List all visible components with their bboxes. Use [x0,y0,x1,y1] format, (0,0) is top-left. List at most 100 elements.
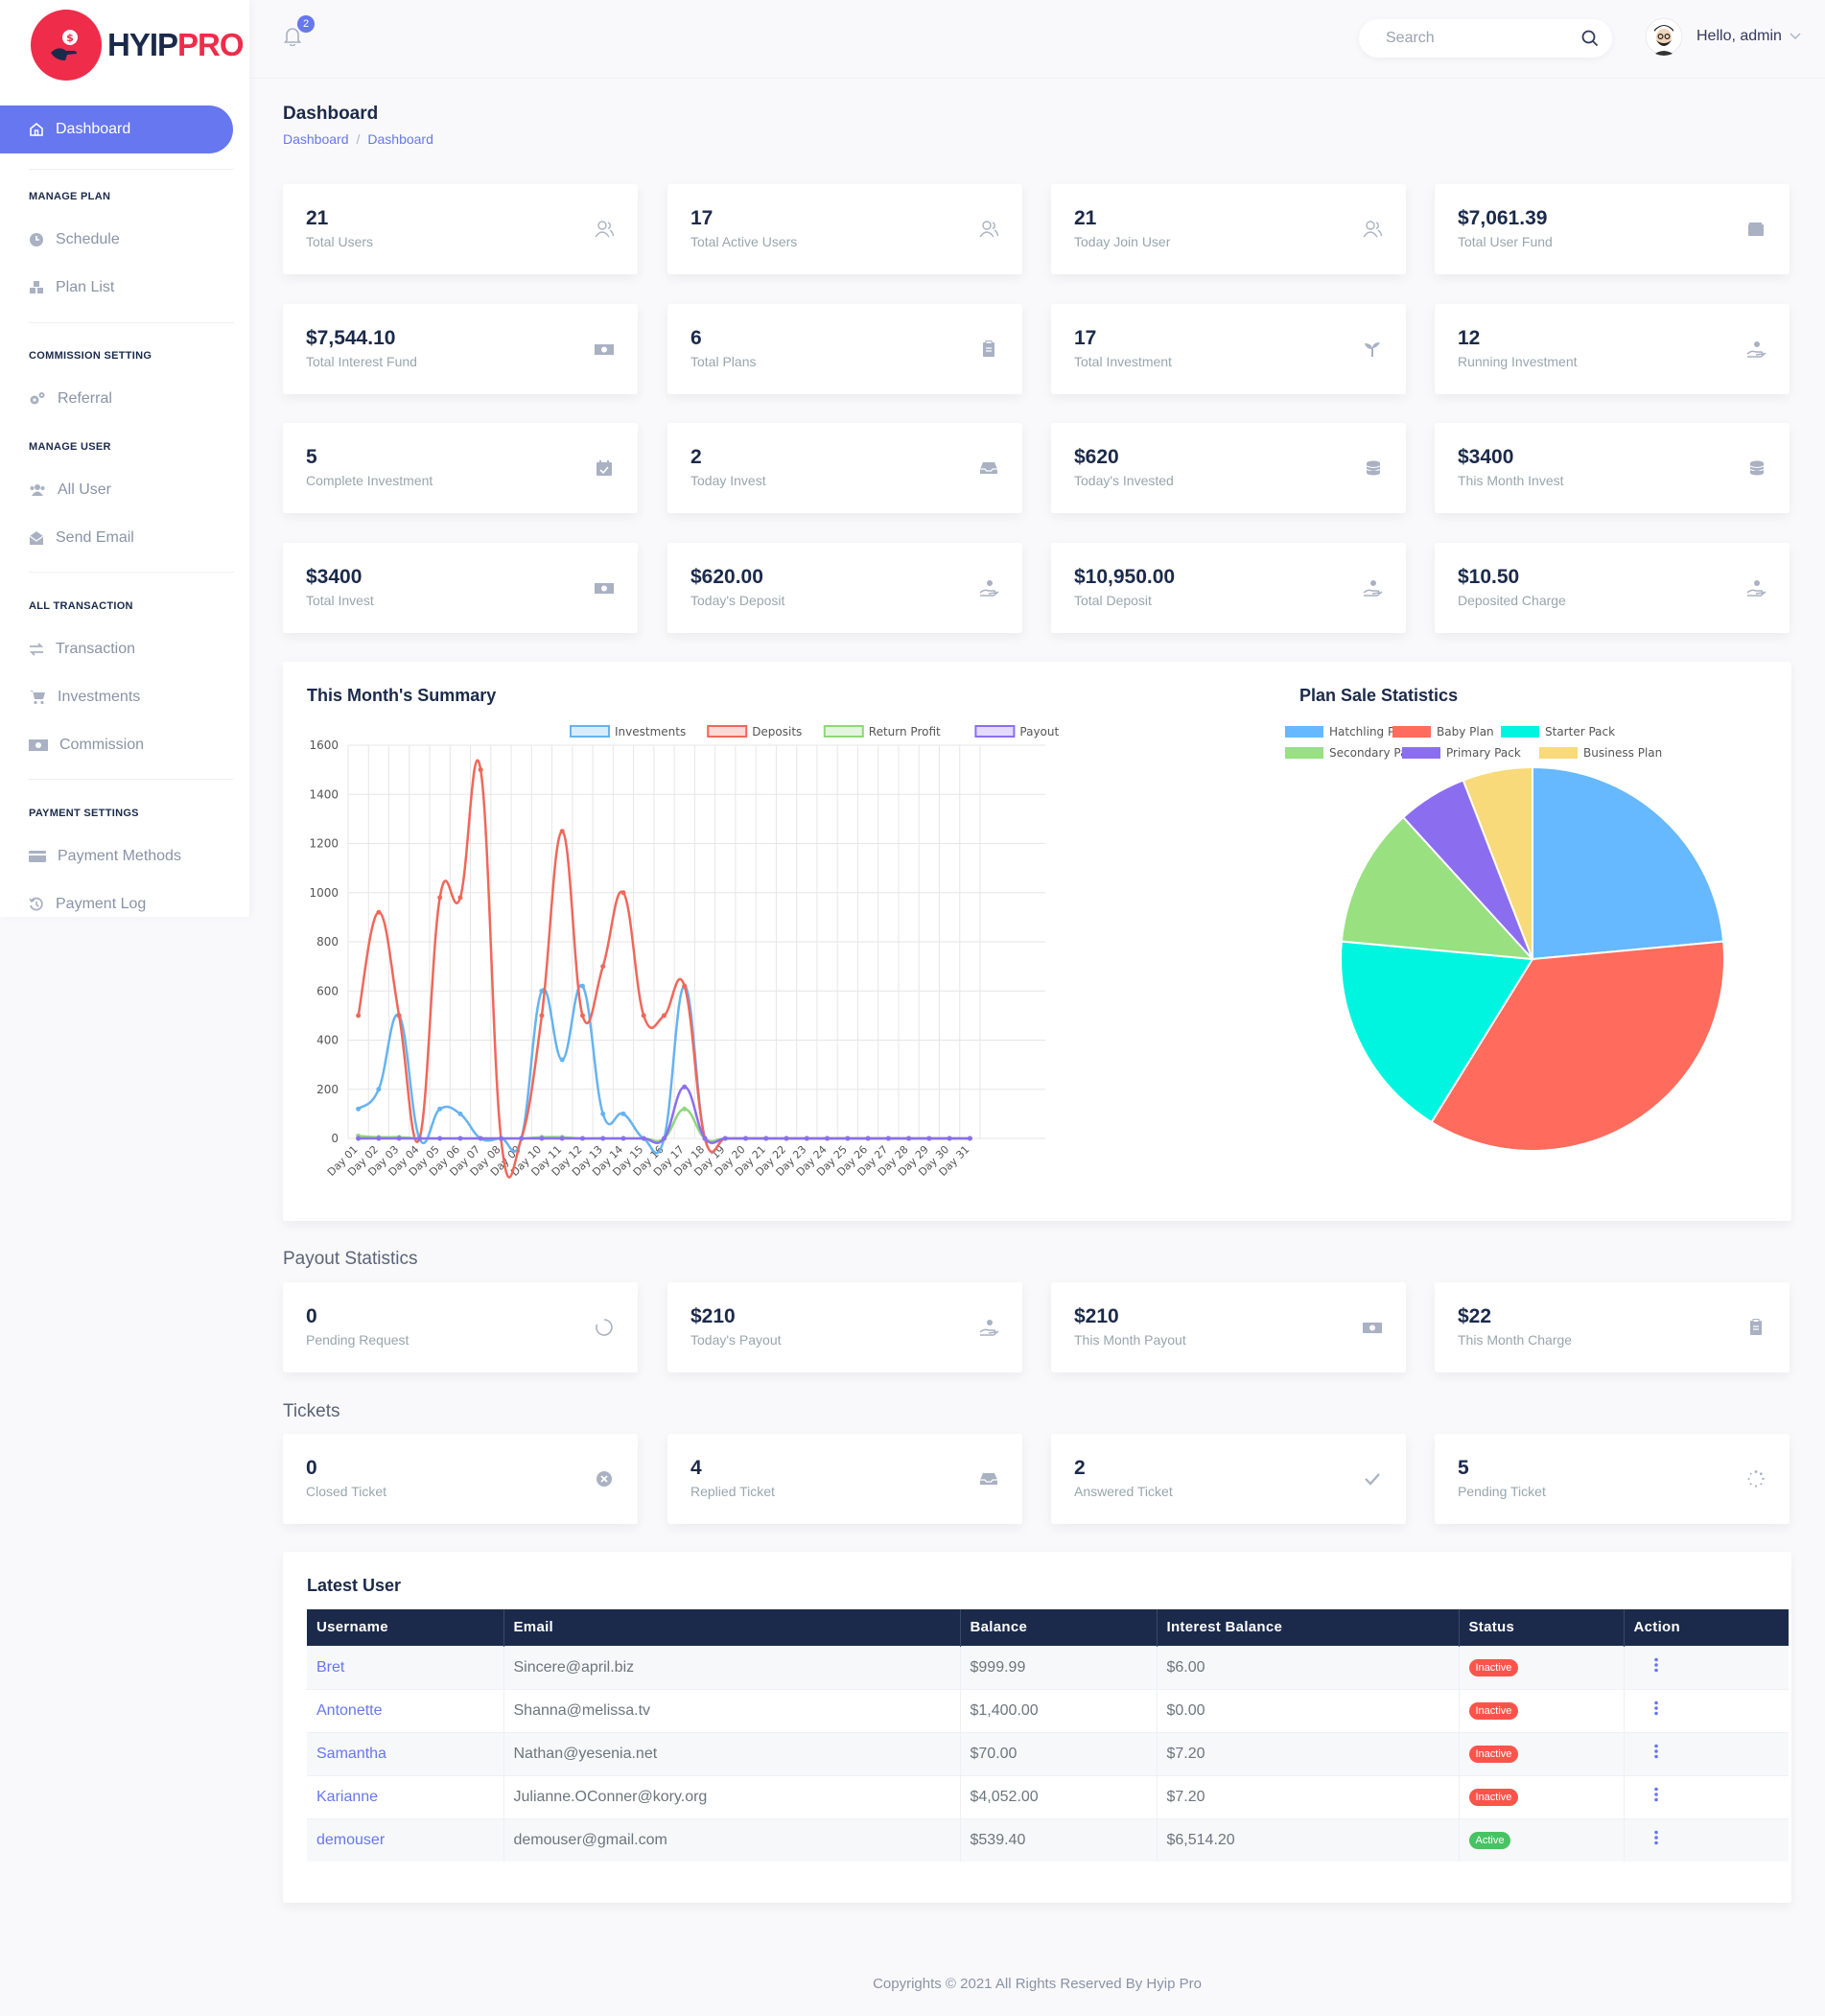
row-action-button[interactable] [1623,1731,1789,1775]
user-email: Shanna@melissa.tv [513,1701,651,1719]
user-email: Sincere@april.biz [513,1658,635,1676]
data-point [885,1136,891,1141]
brand-logo[interactable]: $ HYIPPRO [31,10,245,81]
user-balance: $70.00 [970,1745,1018,1762]
history-icon [29,897,43,911]
username-link[interactable]: demouser [316,1831,386,1848]
stat-card-total-invest: $3400 Total Invest [283,542,638,633]
sidebar-item-all-user[interactable]: All User [29,481,111,499]
user-interest-balance: $7.20 [1166,1788,1205,1805]
stat-card-complete-investment: 5 Complete Investment [283,423,638,513]
stat-value: 0 [306,1457,317,1479]
divider [29,572,234,573]
sidebar-item-payment-methods[interactable]: Payment Methods [29,848,181,865]
users-icon [1362,219,1383,240]
more-vertical-icon[interactable] [1653,1787,1659,1802]
user-greeting: Hello, admin [1696,28,1782,44]
stat-card-this-month-invest: $3400 This Month Invest [1435,423,1790,513]
data-point [559,829,565,834]
username-link[interactable]: Bret [316,1658,345,1676]
stat-label: Total Plans [690,353,757,369]
data-point [539,988,545,994]
data-point [478,767,483,773]
data-point [579,983,585,989]
sidebar-heading: MANAGE PLAN [29,191,111,202]
clipboard-icon [978,339,999,360]
username-link[interactable]: Karianne [316,1788,379,1805]
clipboard-icon [1745,1317,1767,1338]
legend-swatch [974,725,1016,738]
sidebar-heading: PAYMENT SETTINGS [29,808,139,819]
sidebar-item-schedule[interactable]: Schedule [29,231,120,248]
legend-label: Investments [615,725,686,738]
hand-coin-icon [1745,577,1767,598]
breadcrumb-link[interactable]: Dashboard [283,131,349,147]
sidebar-heading: ALL TRANSACTION [29,600,133,612]
column-header-username: Username [307,1609,503,1646]
sidebar-item-transaction[interactable]: Transaction [29,641,135,658]
summary-panel: This Month's Summary 0 200 400 600 800 1000 12… [283,662,1791,1221]
stat-value: 21 [1074,207,1097,229]
username-link[interactable]: Samantha [316,1745,386,1762]
user-interest-balance: $6.00 [1166,1658,1205,1676]
sidebar-item-plan-list[interactable]: Plan List [29,279,114,296]
summary-title: This Month's Summary [307,686,497,705]
stat-card-today-s-invested: $620 Today's Invested [1051,423,1406,513]
pie-slice-secondary-pack [1340,815,1535,961]
stat-label: Today's Payout [690,1332,782,1348]
pie-slice-starter-pack [1340,940,1534,1124]
stat-label: Total Interest Fund [306,353,417,369]
stat-card-today-join-user: 21 Today Join User [1051,184,1406,274]
row-action-button[interactable] [1623,1645,1789,1689]
stat-card-this-month-charge: $22 This Month Charge [1435,1282,1790,1372]
search-icon[interactable] [1581,30,1599,47]
stat-label: Today Join User [1074,234,1171,249]
stat-card-deposited-charge: $10.50 Deposited Charge [1435,542,1790,633]
sidebar-item-label: Plan List [56,279,115,295]
table-row: Karianne Julianne.OConner@kory.org $4,052.… [307,1774,1789,1818]
cogs-icon [30,392,45,405]
coins-icon [1362,457,1383,479]
data-point [947,1136,952,1141]
cart-icon [30,691,45,705]
latest-user-title: Latest User [307,1576,402,1595]
legend-swatch [1285,726,1323,738]
legend-swatch [707,725,748,738]
more-vertical-icon[interactable] [1653,1744,1659,1759]
sidebar-item-referral[interactable]: Referral [29,390,112,408]
stat-value: $3400 [1458,446,1514,468]
stat-label: Today Invest [690,473,766,488]
brand-name: HYIPPRO [107,27,245,62]
coins-icon [1745,457,1767,479]
row-action-button[interactable] [1623,1774,1789,1818]
notification-button[interactable] [283,27,302,51]
user-interest-balance: $7.20 [1166,1745,1205,1762]
loading-icon [1745,1468,1767,1489]
search-input[interactable]: Search [1359,19,1612,58]
stat-card-pending-request: 0 Pending Request [283,1282,638,1372]
stat-value: 17 [1074,326,1097,349]
legend-label: Hatchling Plan [1329,725,1413,738]
status-badge: Inactive [1468,1746,1519,1763]
stat-label: Total User Fund [1458,234,1553,249]
row-action-button[interactable] [1623,1688,1789,1732]
data-point [825,1136,831,1141]
sidebar-item-dashboard[interactable]: Dashboard [0,105,233,153]
more-vertical-icon[interactable] [1653,1700,1659,1716]
user-email: Nathan@yesenia.net [513,1745,658,1762]
data-point [437,1106,443,1112]
stat-card-today-s-deposit: $620.00 Today's Deposit [667,542,1022,633]
sidebar-item-send-email[interactable]: Send Email [29,529,134,547]
data-point [620,1136,626,1141]
more-vertical-icon[interactable] [1653,1830,1659,1845]
user-menu[interactable]: Hello, admin [1645,17,1801,56]
legend-label: Business Plan [1583,746,1662,760]
row-action-button[interactable] [1623,1817,1789,1862]
sidebar-item-commission[interactable]: Commission [29,737,144,754]
username-link[interactable]: Antonette [316,1701,383,1719]
stat-card-running-investment: 12 Running Investment [1435,303,1790,394]
sidebar-item-payment-log[interactable]: Payment Log [29,896,146,913]
more-vertical-icon[interactable] [1653,1657,1659,1673]
sidebar-item-investments[interactable]: Investments [29,689,140,706]
